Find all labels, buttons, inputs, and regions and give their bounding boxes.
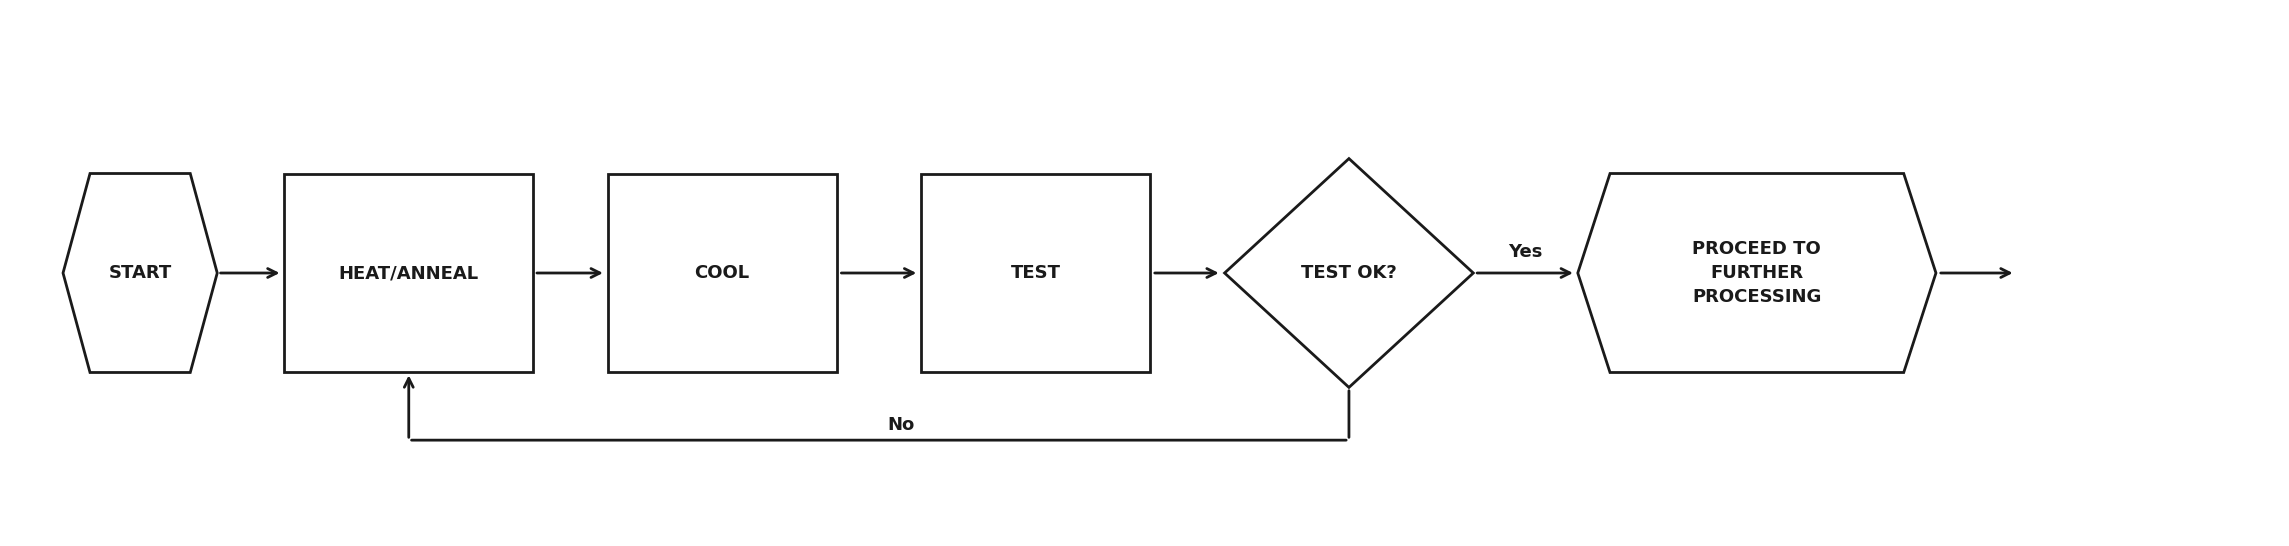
Text: TEST: TEST bbox=[1009, 264, 1060, 282]
Bar bbox=[609, 174, 835, 372]
Bar bbox=[284, 174, 533, 372]
Text: Yes: Yes bbox=[1508, 243, 1543, 261]
Polygon shape bbox=[64, 174, 217, 372]
Text: No: No bbox=[888, 416, 916, 434]
Bar bbox=[920, 174, 1149, 372]
Text: TEST OK?: TEST OK? bbox=[1300, 264, 1396, 282]
Polygon shape bbox=[1225, 158, 1474, 388]
Polygon shape bbox=[1577, 174, 1936, 372]
Text: PROCEED TO
FURTHER
PROCESSING: PROCEED TO FURTHER PROCESSING bbox=[1692, 240, 1822, 306]
Text: COOL: COOL bbox=[694, 264, 751, 282]
Text: HEAT/ANNEAL: HEAT/ANNEAL bbox=[339, 264, 478, 282]
Text: START: START bbox=[108, 264, 172, 282]
